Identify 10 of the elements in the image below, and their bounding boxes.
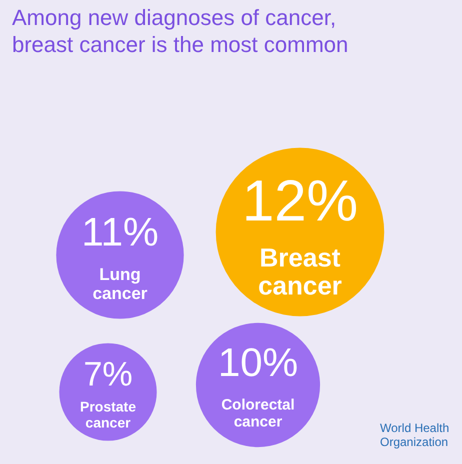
text: World Health Organization (380, 421, 450, 449)
category-label: Lung cancer (92, 265, 148, 304)
data-label: 10% (218, 341, 298, 385)
data-label: 12% (242, 168, 358, 234)
text: Among new diagnoses of cancer, breast cancer is the most common (12, 5, 348, 57)
data-label: 7% (83, 356, 133, 394)
category-label: Breast cancer (258, 242, 342, 301)
category-label: Colorectal cancer (221, 396, 295, 431)
data-label: 11% (81, 210, 159, 254)
category-label: Prostate cancer (80, 398, 136, 430)
